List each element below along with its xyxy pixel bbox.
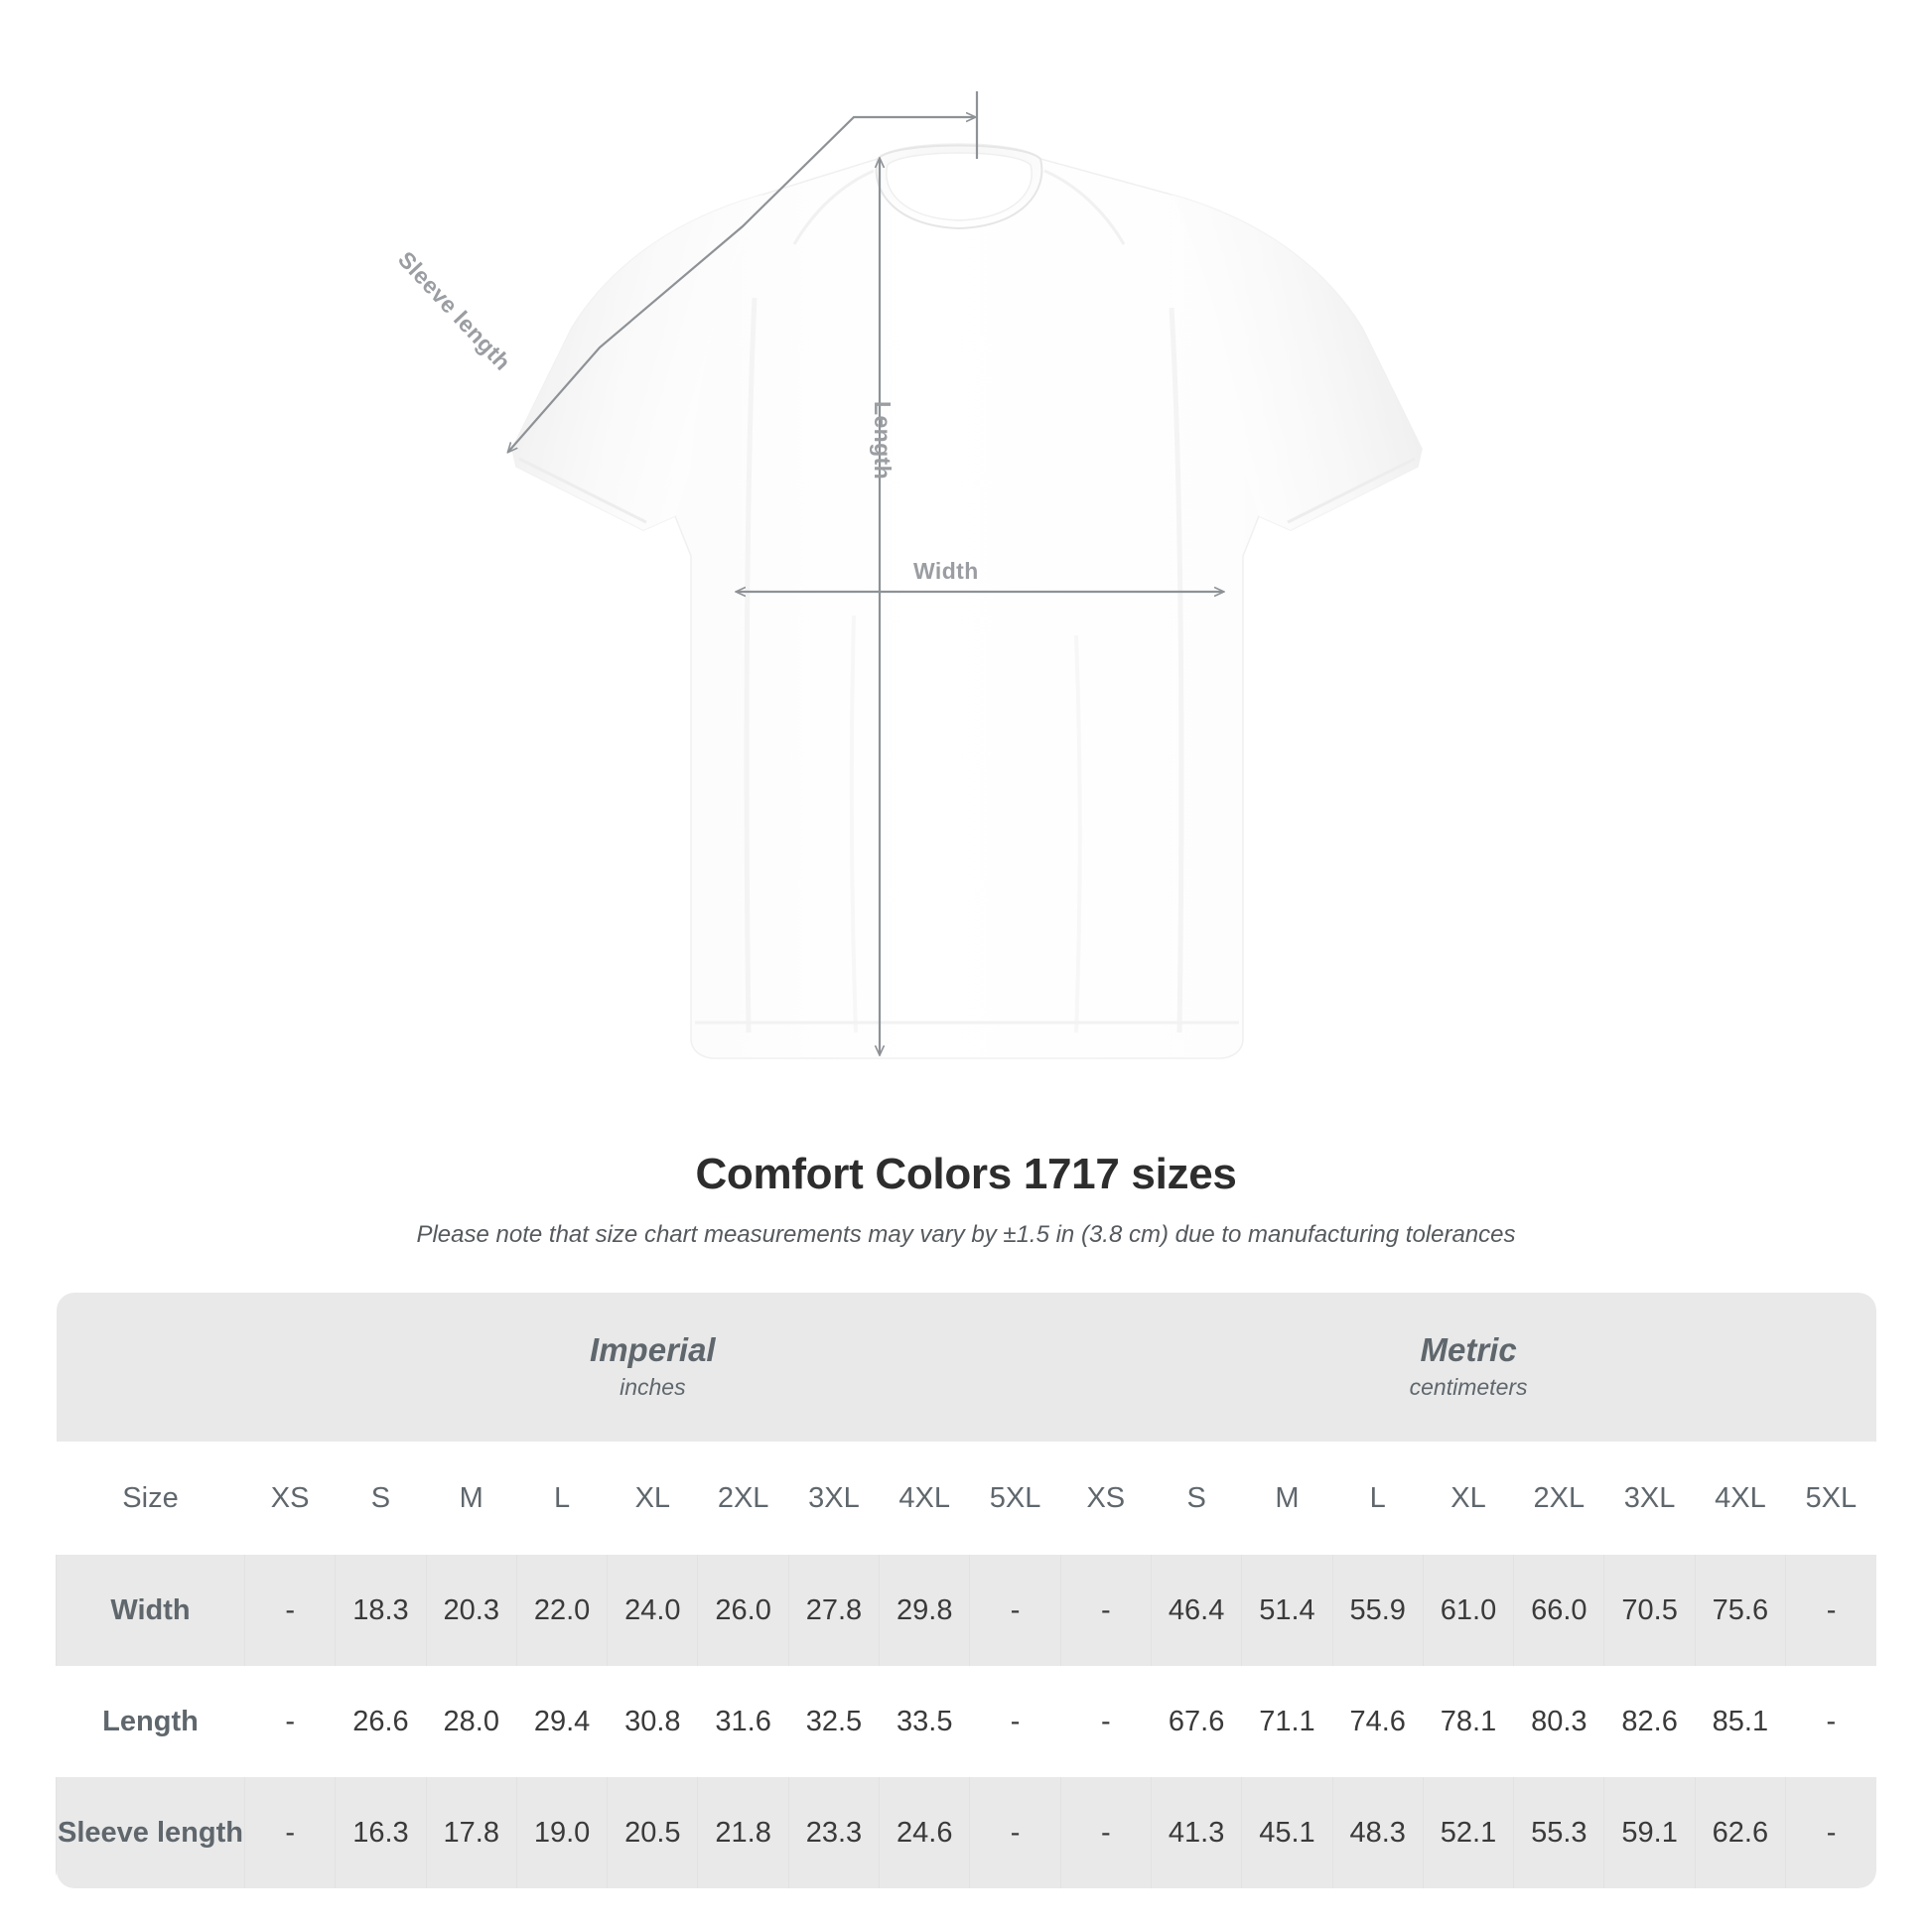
cell-width-imp-4xl: 29.8 <box>879 1555 970 1666</box>
size-header-imperial-xl: XL <box>607 1442 698 1555</box>
row-label-width: Width <box>56 1555 245 1666</box>
page-title: Comfort Colors 1717 sizes <box>695 1150 1237 1198</box>
cell-sleeve-imp-xs: - <box>243 1777 336 1888</box>
cell-width-met-4xl: 75.6 <box>1694 1555 1786 1666</box>
cell-width-imp-xl: 24.0 <box>607 1555 698 1666</box>
cell-length-imp-5xl: - <box>969 1666 1061 1777</box>
size-header-row: Size XS S M L XL 2XL 3XL 4XL 5XL XS S M … <box>56 1442 1876 1555</box>
cell-sleeve-imp-2xl: 21.8 <box>697 1777 789 1888</box>
tshirt-illustration <box>511 143 1423 1059</box>
cell-width-met-l: 55.9 <box>1331 1555 1424 1666</box>
cell-length-met-m: 71.1 <box>1241 1666 1333 1777</box>
unit-name-metric: Metric <box>1420 1331 1517 1369</box>
cell-width-imp-s: 18.3 <box>335 1555 427 1666</box>
table-row-sleeve-length: Sleeve length - 16.3 17.8 19.0 20.5 21.8… <box>56 1777 1876 1888</box>
cell-width-met-xs: - <box>1059 1555 1152 1666</box>
cell-sleeve-met-5xl: - <box>1785 1777 1876 1888</box>
size-header-metric-3xl: 3XL <box>1603 1442 1696 1555</box>
cell-sleeve-met-4xl: 62.6 <box>1694 1777 1786 1888</box>
table-row-width: Width - 18.3 20.3 22.0 24.0 26.0 27.8 29… <box>56 1555 1876 1666</box>
cell-width-imp-5xl: - <box>969 1555 1061 1666</box>
size-header-metric-s: S <box>1151 1442 1242 1555</box>
size-header-imperial-4xl: 4XL <box>879 1442 970 1555</box>
cell-sleeve-imp-4xl: 24.6 <box>879 1777 970 1888</box>
cell-sleeve-imp-s: 16.3 <box>335 1777 427 1888</box>
unit-sub-imperial: inches <box>620 1374 686 1401</box>
cell-length-met-2xl: 80.3 <box>1513 1666 1604 1777</box>
cell-length-imp-4xl: 33.5 <box>879 1666 970 1777</box>
cell-sleeve-met-s: 41.3 <box>1150 1777 1242 1888</box>
cell-width-imp-3xl: 27.8 <box>787 1555 880 1666</box>
cell-sleeve-met-l: 48.3 <box>1331 1777 1424 1888</box>
size-header-imperial-xs: XS <box>244 1442 336 1555</box>
size-header-metric-l: L <box>1332 1442 1424 1555</box>
cell-width-met-s: 46.4 <box>1150 1555 1242 1666</box>
cell-width-met-xl: 61.0 <box>1422 1555 1514 1666</box>
cell-length-met-s: 67.6 <box>1151 1666 1242 1777</box>
unit-header-spacer <box>56 1293 245 1442</box>
unit-header-metric: Metric centimeters <box>1060 1293 1876 1442</box>
cell-sleeve-met-2xl: 55.3 <box>1513 1777 1604 1888</box>
cell-length-imp-3xl: 32.5 <box>788 1666 880 1777</box>
size-header-imperial-l: L <box>516 1442 608 1555</box>
size-header-metric-xs: XS <box>1060 1442 1152 1555</box>
size-header-metric-5xl: 5XL <box>1785 1442 1876 1555</box>
size-header-imperial-m: M <box>426 1442 517 1555</box>
row-label-length: Length <box>56 1666 245 1777</box>
unit-name-imperial: Imperial <box>590 1331 716 1369</box>
tshirt-measurement-diagram: Sleeve length Length Width <box>392 91 1423 1059</box>
size-header-metric-xl: XL <box>1423 1442 1514 1555</box>
cell-sleeve-met-xl: 52.1 <box>1422 1777 1514 1888</box>
cell-width-imp-m: 20.3 <box>425 1555 517 1666</box>
unit-header-imperial: Imperial inches <box>244 1293 1061 1442</box>
size-header-imperial-s: S <box>335 1442 427 1555</box>
size-header-imperial-2xl: 2XL <box>697 1442 789 1555</box>
cell-sleeve-imp-5xl: - <box>969 1777 1061 1888</box>
cell-sleeve-met-m: 45.1 <box>1241 1777 1333 1888</box>
cell-length-met-l: 74.6 <box>1332 1666 1424 1777</box>
cell-length-imp-xs: - <box>244 1666 336 1777</box>
cell-width-met-2xl: 66.0 <box>1513 1555 1604 1666</box>
cell-sleeve-imp-l: 19.0 <box>515 1777 608 1888</box>
width-label: Width <box>913 558 979 584</box>
cell-width-imp-2xl: 26.0 <box>697 1555 789 1666</box>
size-chart-heading: Comfort Colors 1717 sizes Please note th… <box>0 1112 1932 1249</box>
cell-width-imp-xs: - <box>243 1555 336 1666</box>
cell-width-met-m: 51.4 <box>1241 1555 1333 1666</box>
size-header-metric-4xl: 4XL <box>1695 1442 1786 1555</box>
cell-length-imp-2xl: 31.6 <box>697 1666 789 1777</box>
cell-sleeve-imp-3xl: 23.3 <box>787 1777 880 1888</box>
size-header-imperial-5xl: 5XL <box>969 1442 1061 1555</box>
table-row-length: Length - 26.6 28.0 29.4 30.8 31.6 32.5 3… <box>56 1666 1876 1777</box>
unit-sub-metric: centimeters <box>1409 1374 1528 1401</box>
cell-length-met-4xl: 85.1 <box>1695 1666 1786 1777</box>
cell-width-met-5xl: - <box>1785 1555 1876 1666</box>
cell-sleeve-met-3xl: 59.1 <box>1603 1777 1696 1888</box>
size-table-container: Imperial inches Metric centimeters Size … <box>56 1293 1876 1888</box>
row-label-sleeve-length: Sleeve length <box>56 1777 245 1888</box>
cell-length-met-3xl: 82.6 <box>1603 1666 1696 1777</box>
cell-sleeve-imp-m: 17.8 <box>425 1777 517 1888</box>
cell-length-imp-l: 29.4 <box>516 1666 608 1777</box>
unit-header-row: Imperial inches Metric centimeters <box>56 1293 1876 1442</box>
cell-length-imp-m: 28.0 <box>426 1666 517 1777</box>
length-label: Length <box>870 401 896 481</box>
size-header-imperial-3xl: 3XL <box>788 1442 880 1555</box>
cell-length-met-xs: - <box>1060 1666 1152 1777</box>
tolerance-note: Please note that size chart measurements… <box>416 1221 1516 1248</box>
cell-sleeve-imp-xl: 20.5 <box>607 1777 698 1888</box>
cell-length-met-xl: 78.1 <box>1423 1666 1514 1777</box>
cell-width-met-3xl: 70.5 <box>1603 1555 1696 1666</box>
size-header-metric-2xl: 2XL <box>1513 1442 1604 1555</box>
cell-length-met-5xl: - <box>1785 1666 1876 1777</box>
cell-width-imp-l: 22.0 <box>515 1555 608 1666</box>
shirt-body-shape <box>511 143 1423 1059</box>
cell-length-imp-s: 26.6 <box>335 1666 427 1777</box>
cell-sleeve-met-xs: - <box>1059 1777 1152 1888</box>
size-table: Imperial inches Metric centimeters Size … <box>56 1293 1876 1888</box>
size-header-label: Size <box>56 1442 245 1555</box>
cell-length-imp-xl: 30.8 <box>607 1666 698 1777</box>
size-header-metric-m: M <box>1241 1442 1333 1555</box>
